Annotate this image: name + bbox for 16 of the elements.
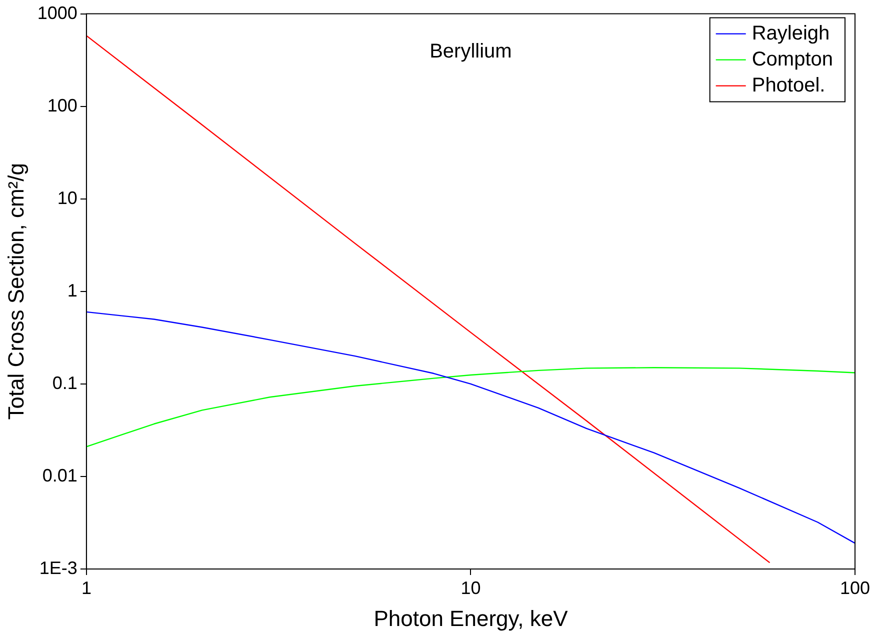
x-tick-label: 10 bbox=[460, 578, 481, 598]
y-tick-label: 100 bbox=[47, 95, 78, 116]
x-tick-label: 1 bbox=[81, 578, 92, 598]
y-tick-label: 10 bbox=[57, 188, 78, 208]
legend-label: Photoel. bbox=[752, 74, 826, 96]
y-axis-title: Total Cross Section, cm²/g bbox=[3, 163, 28, 420]
legend-label: Rayleigh bbox=[752, 22, 830, 44]
y-tick-label: 1000 bbox=[37, 2, 78, 23]
y-tick-label: 1 bbox=[67, 280, 78, 300]
annotation: Beryllium bbox=[430, 40, 512, 62]
x-axis-title: Photon Energy, keV bbox=[374, 606, 568, 631]
legend-label: Compton bbox=[752, 48, 834, 70]
y-tick-label: 0.1 bbox=[52, 372, 78, 393]
y-tick-label: 1E-3 bbox=[39, 558, 78, 578]
x-tick-label: 100 bbox=[840, 578, 870, 598]
y-tick-label: 0.01 bbox=[42, 465, 78, 486]
